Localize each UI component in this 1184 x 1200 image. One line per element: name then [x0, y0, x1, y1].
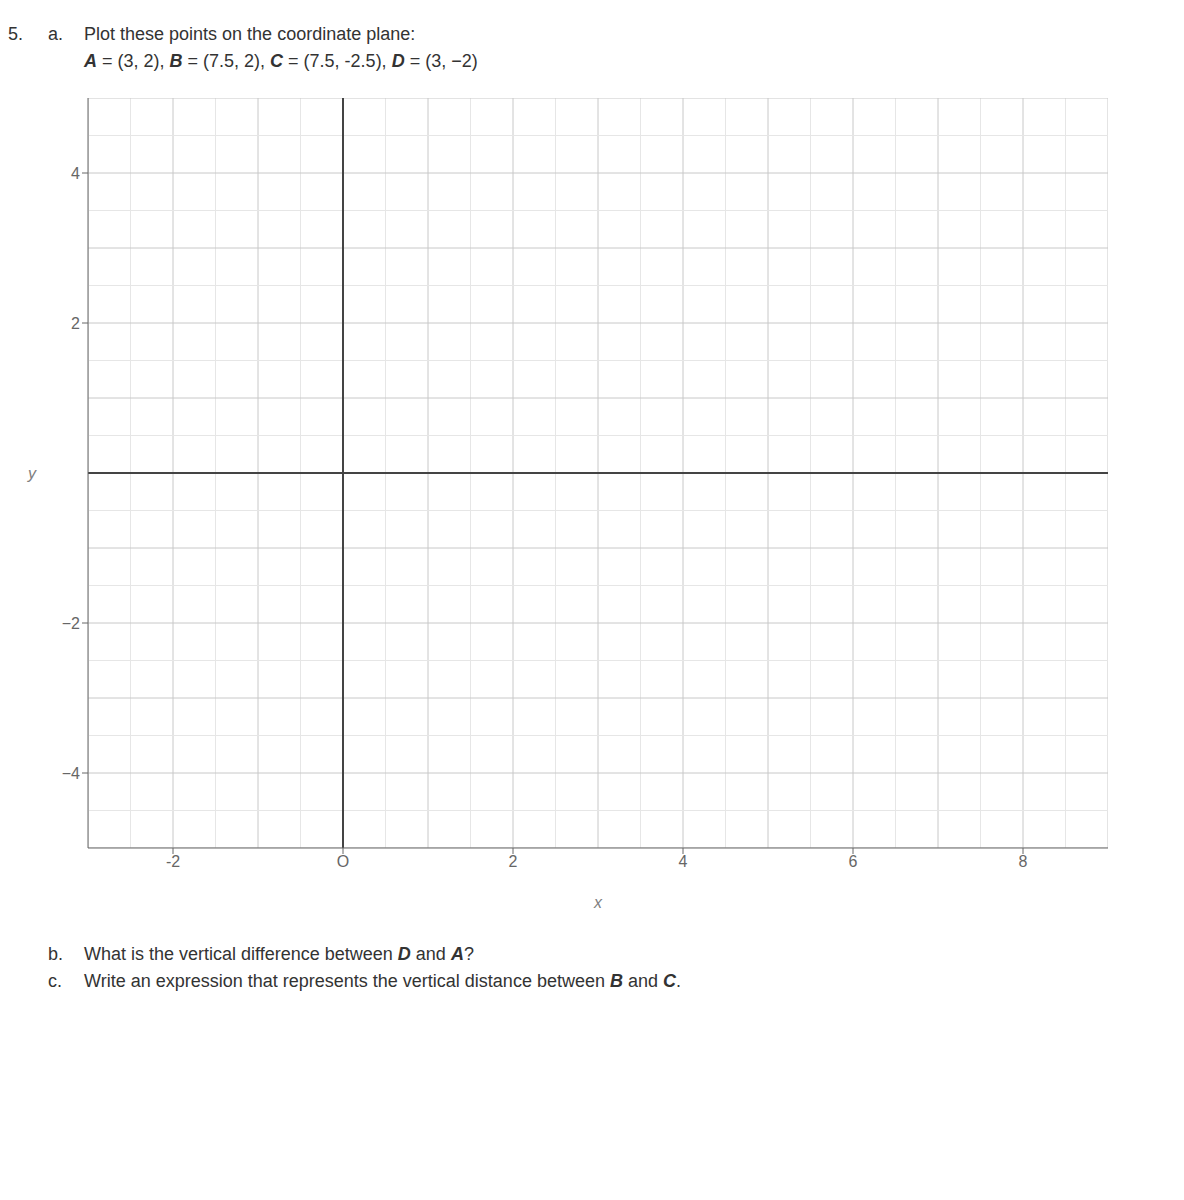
svg-text:−4: −4: [62, 765, 80, 782]
html-text:5.: 5.: [8, 24, 23, 44]
svg-text:O: O: [337, 853, 349, 870]
svg-text:4: 4: [679, 853, 688, 870]
svg-text:2: 2: [71, 315, 80, 332]
svg-text:y: y: [27, 465, 37, 482]
svg-text:-2: -2: [166, 853, 180, 870]
html-text:Write an expression that repre: Write an expression that represents the …: [84, 971, 681, 991]
html-text:Plot these points on the coord: Plot these points on the coordinate plan…: [84, 24, 416, 44]
svg-text:8: 8: [1019, 853, 1028, 870]
svg-text:4: 4: [71, 165, 80, 182]
svg-text:2: 2: [509, 853, 518, 870]
html-text:a.: a.: [48, 24, 63, 44]
html-text:b.: b.: [48, 944, 63, 964]
html-text:What is the vertical differenc: What is the vertical difference between …: [84, 944, 474, 964]
html-text:A = (3, 2), B = (7.5, 2), C =: A = (3, 2), B = (7.5, 2), C = (7.5, -2.5…: [84, 51, 478, 71]
svg-text:−2: −2: [62, 615, 80, 632]
svg-text:6: 6: [849, 853, 858, 870]
svg-text:x: x: [593, 894, 603, 911]
html-text:c.: c.: [48, 971, 62, 991]
